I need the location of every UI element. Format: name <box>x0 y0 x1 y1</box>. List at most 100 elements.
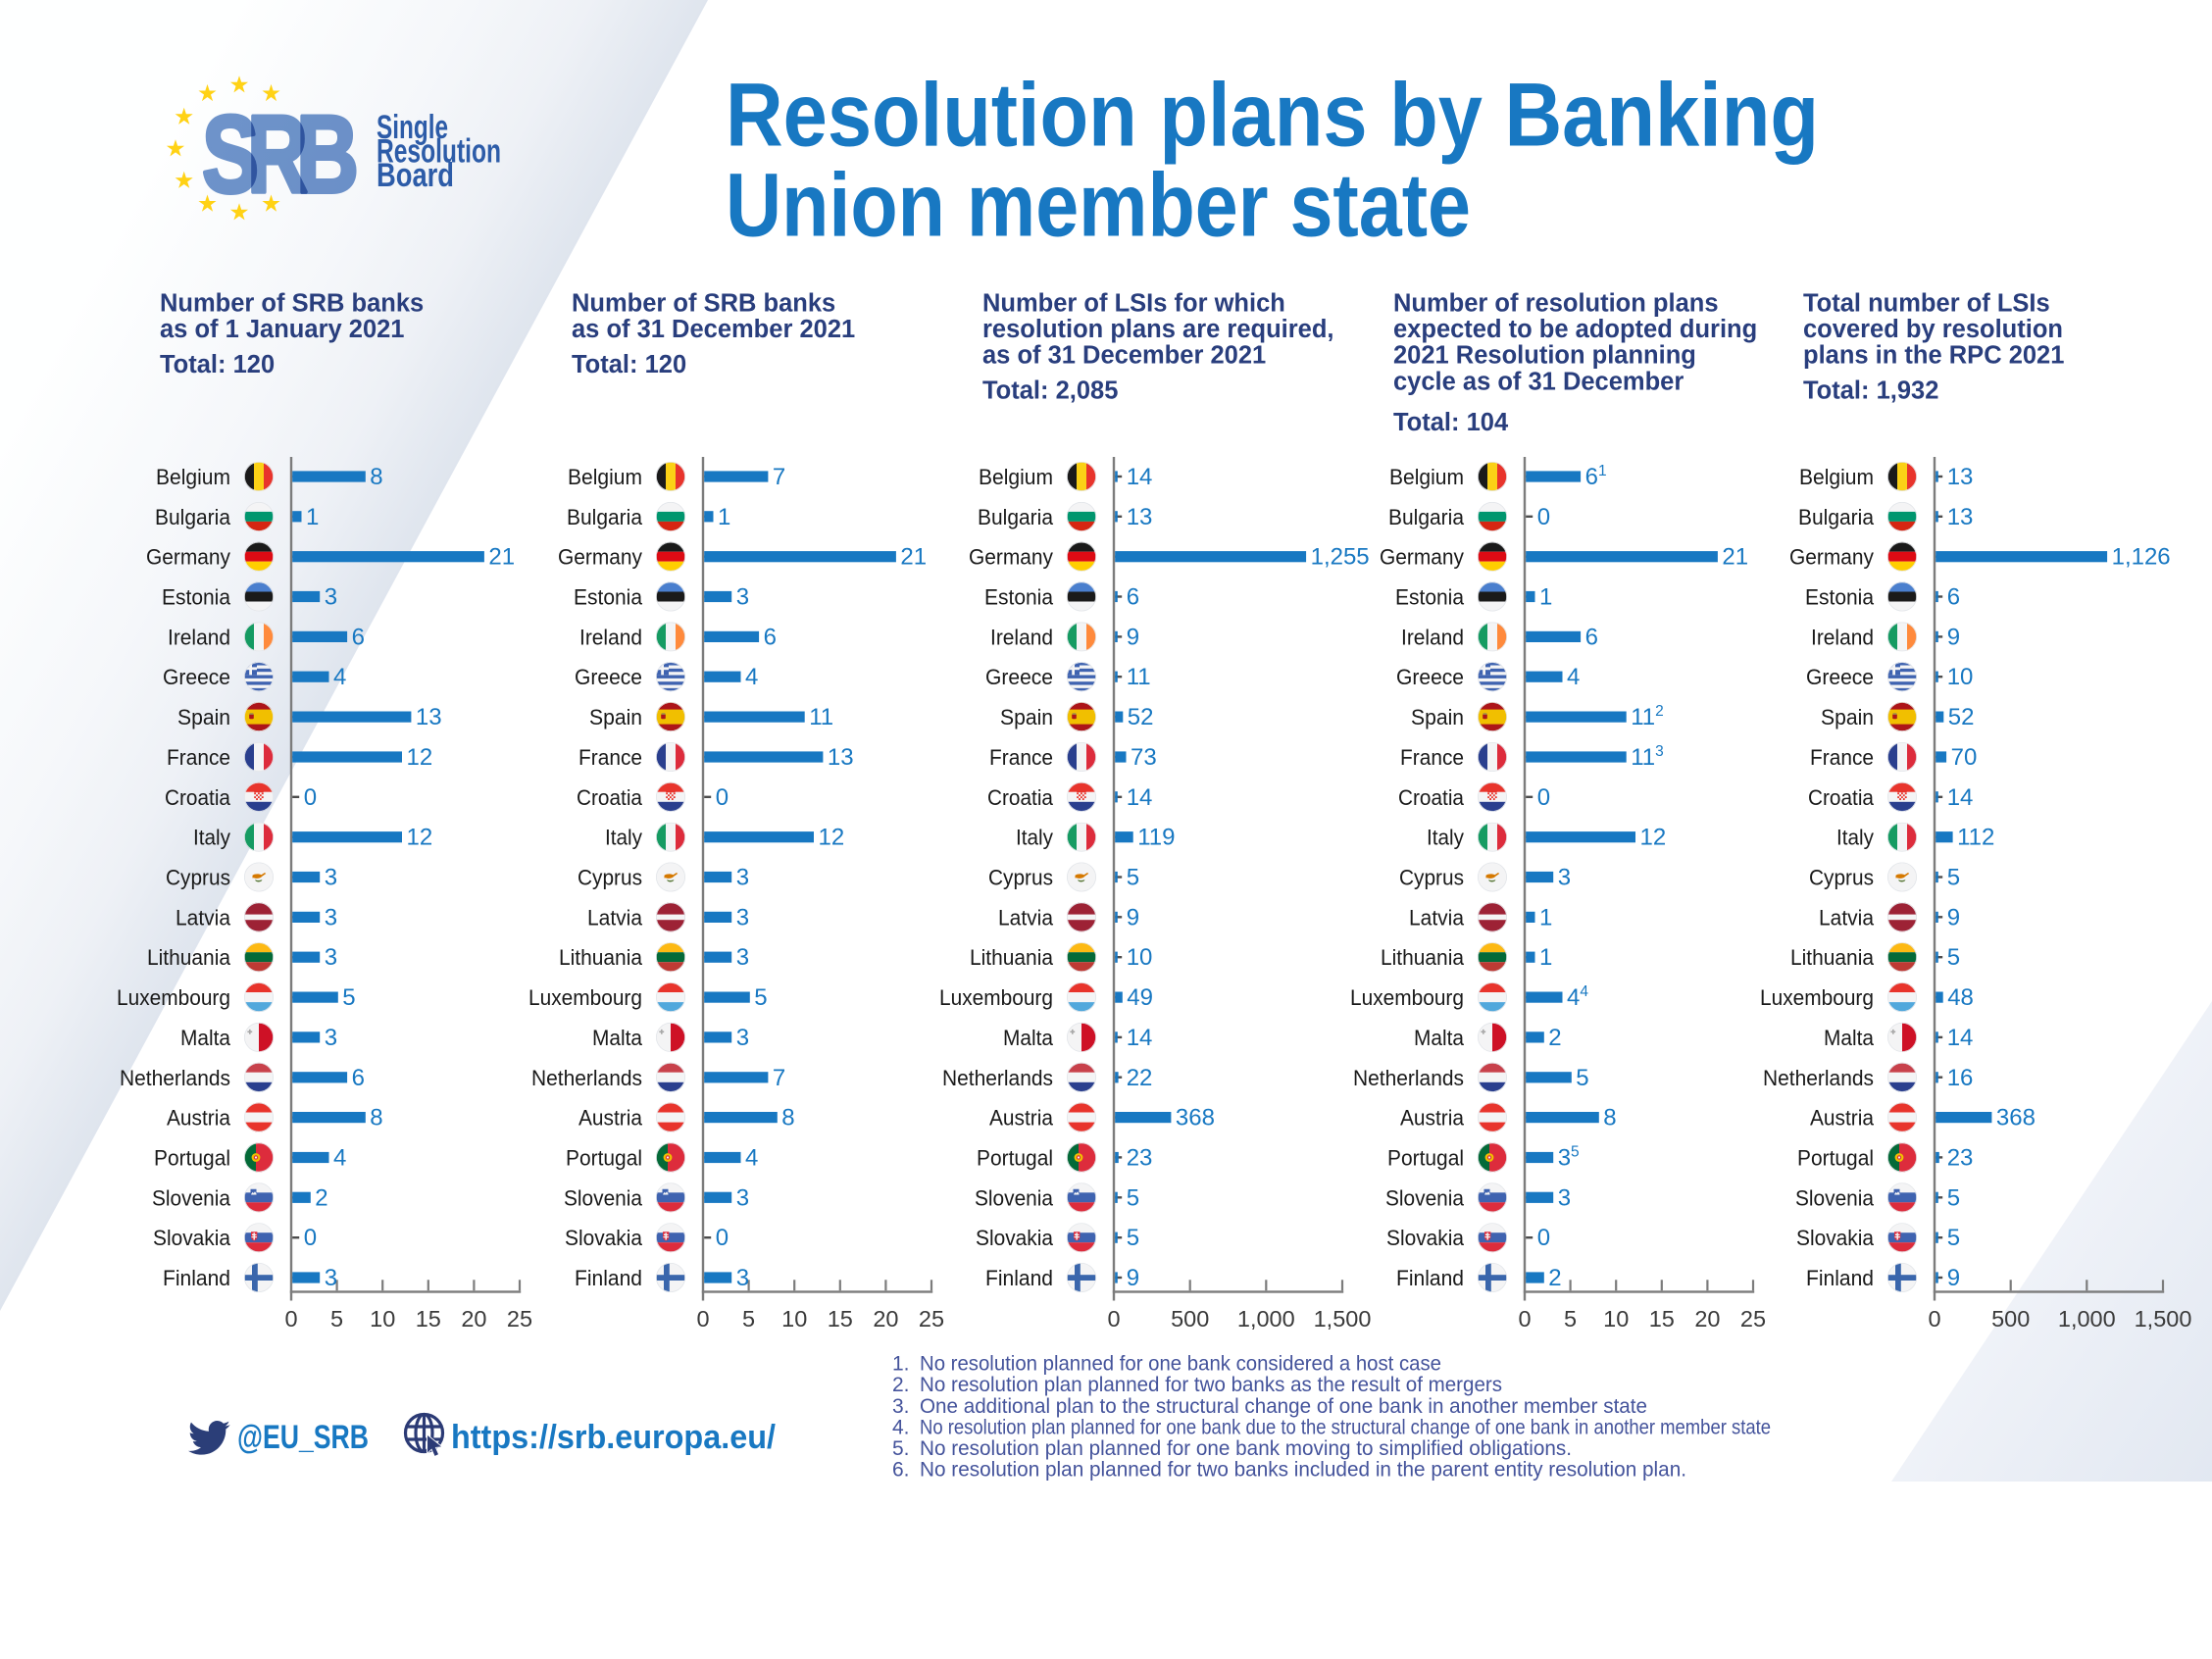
svg-text:Greece: Greece <box>1806 665 1874 689</box>
svg-text:Luxembourg: Luxembourg <box>1350 985 1464 1010</box>
svg-text:Germany: Germany <box>1789 545 1875 570</box>
svg-text:7: 7 <box>773 1065 785 1091</box>
svg-text:Bulgaria: Bulgaria <box>1388 505 1464 529</box>
svg-text:13: 13 <box>828 744 854 771</box>
svg-text:0: 0 <box>1107 1306 1120 1332</box>
svg-text:Malta: Malta <box>180 1026 230 1050</box>
svg-text:S: S <box>202 93 259 216</box>
svg-text:3: 3 <box>325 944 337 971</box>
svg-text:@EU_SRB: @EU_SRB <box>237 1419 369 1456</box>
svg-text:16: 16 <box>1947 1065 1974 1091</box>
svg-text:Lithuania: Lithuania <box>1381 945 1464 970</box>
svg-text:21: 21 <box>488 544 515 571</box>
svg-text:No resolution plan planned for: No resolution plan planned for one bank … <box>920 1437 1572 1460</box>
svg-text:Germany: Germany <box>1380 545 1465 570</box>
svg-text:6.: 6. <box>892 1459 910 1482</box>
svg-text:Latvia: Latvia <box>587 905 642 930</box>
svg-text:Lithuania: Lithuania <box>970 945 1053 970</box>
svg-text:9: 9 <box>1127 624 1139 650</box>
svg-text:20: 20 <box>1694 1306 1720 1332</box>
svg-text:Italy: Italy <box>1016 826 1054 850</box>
svg-text:Slovenia: Slovenia <box>1385 1185 1464 1210</box>
svg-text:14: 14 <box>1127 464 1153 490</box>
svg-text:3: 3 <box>325 1025 337 1051</box>
svg-text:Total: 2,085: Total: 2,085 <box>982 377 1118 404</box>
svg-text:France: France <box>1400 745 1464 770</box>
svg-text:Germany: Germany <box>969 545 1054 570</box>
svg-text:3: 3 <box>736 1184 749 1211</box>
svg-text:9: 9 <box>1947 904 1960 930</box>
svg-text:368: 368 <box>1996 1105 2036 1131</box>
svg-text:Germany: Germany <box>558 545 643 570</box>
svg-text:21: 21 <box>1722 544 1748 571</box>
svg-text:5: 5 <box>1947 944 1960 971</box>
svg-text:Ireland: Ireland <box>579 625 642 649</box>
svg-text:7: 7 <box>773 464 785 490</box>
svg-text:22: 22 <box>1127 1065 1153 1091</box>
svg-text:5: 5 <box>1127 865 1139 891</box>
svg-text:4: 4 <box>333 664 346 690</box>
svg-text:14: 14 <box>1947 1025 1974 1051</box>
svg-text:3: 3 <box>325 865 337 891</box>
svg-text:Slovakia: Slovakia <box>1796 1226 1874 1250</box>
svg-text:Total: 120: Total: 120 <box>160 351 275 378</box>
svg-text:12: 12 <box>1640 825 1667 851</box>
svg-text:1,500: 1,500 <box>2135 1306 2192 1332</box>
svg-text:Malta: Malta <box>1414 1026 1464 1050</box>
svg-text:Austria: Austria <box>1400 1106 1464 1131</box>
svg-text:Netherlands: Netherlands <box>942 1066 1053 1090</box>
svg-text:119: 119 <box>1137 825 1175 851</box>
svg-text:Netherlands: Netherlands <box>1353 1066 1464 1090</box>
svg-text:Estonia: Estonia <box>1805 585 1874 610</box>
svg-text:6: 6 <box>1127 584 1139 611</box>
svg-text:1,500: 1,500 <box>1314 1306 1372 1332</box>
svg-text:Estonia: Estonia <box>574 585 642 610</box>
svg-text:Italy: Italy <box>193 826 231 850</box>
svg-text:6: 6 <box>764 624 777 650</box>
svg-text:Slovakia: Slovakia <box>976 1226 1053 1250</box>
svg-text:Number of SRB banks: Number of SRB banks <box>160 290 424 318</box>
svg-text:20: 20 <box>461 1306 486 1332</box>
svg-text:Bulgaria: Bulgaria <box>567 505 642 529</box>
svg-text:15: 15 <box>828 1306 853 1332</box>
svg-text:Board: Board <box>377 157 454 194</box>
svg-text:Italy: Italy <box>1427 826 1465 850</box>
svg-text:6: 6 <box>1947 584 1960 611</box>
svg-text:5: 5 <box>1576 1065 1588 1091</box>
svg-text:Total: 104: Total: 104 <box>1393 409 1509 436</box>
svg-text:Slovakia: Slovakia <box>1386 1226 1464 1250</box>
svg-text:4.: 4. <box>892 1416 910 1438</box>
svg-text:R: R <box>247 93 308 216</box>
svg-text:25: 25 <box>1740 1306 1766 1332</box>
svg-text:Spain: Spain <box>1000 705 1053 729</box>
svg-text:13: 13 <box>1947 504 1974 530</box>
svg-text:0: 0 <box>696 1306 709 1332</box>
svg-text:Netherlands: Netherlands <box>120 1066 230 1090</box>
svg-text:52: 52 <box>1948 704 1975 730</box>
svg-text:Number of SRB banks: Number of SRB banks <box>572 290 835 318</box>
svg-text:cycle as of 31 December: cycle as of 31 December <box>1393 368 1684 395</box>
svg-text:Spain: Spain <box>1411 705 1464 729</box>
svg-text:Slovakia: Slovakia <box>153 1226 230 1250</box>
svg-text:Greece: Greece <box>985 665 1053 689</box>
svg-text:25: 25 <box>919 1306 944 1332</box>
svg-text:Finland: Finland <box>575 1266 642 1290</box>
svg-text:14: 14 <box>1127 784 1153 811</box>
svg-text:Austria: Austria <box>989 1106 1053 1131</box>
svg-text:11: 11 <box>809 704 833 730</box>
svg-text:Croatia: Croatia <box>1808 785 1874 810</box>
svg-text:6: 6 <box>352 1065 365 1091</box>
svg-text:15: 15 <box>416 1306 441 1332</box>
svg-text:1,126: 1,126 <box>2112 544 2171 571</box>
svg-text:500: 500 <box>1171 1306 1209 1332</box>
svg-text:1: 1 <box>306 504 319 530</box>
svg-text:70: 70 <box>1951 744 1978 771</box>
svg-text:France: France <box>578 745 642 770</box>
svg-text:2: 2 <box>1548 1025 1561 1051</box>
svg-text:9: 9 <box>1947 624 1960 650</box>
svg-text:8: 8 <box>1603 1105 1616 1131</box>
svg-text:5: 5 <box>1947 1184 1960 1211</box>
svg-text:2: 2 <box>1548 1265 1561 1291</box>
svg-text:2021 Resolution planning: 2021 Resolution planning <box>1393 342 1696 370</box>
svg-text:0: 0 <box>716 1225 729 1251</box>
